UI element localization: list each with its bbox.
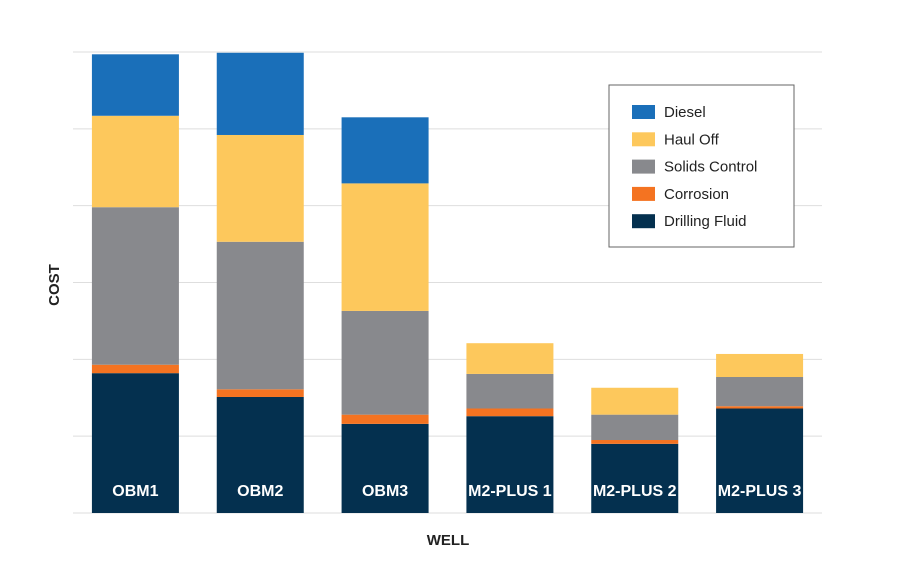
legend-label: Solids Control <box>664 159 757 176</box>
bar-segment <box>591 414 679 441</box>
bar-segment <box>716 408 804 513</box>
bar-segment <box>216 396 304 513</box>
legend-label: Diesel <box>664 104 706 121</box>
bar-segment <box>216 241 304 390</box>
bar-segment <box>466 373 554 409</box>
bar-segment <box>591 440 679 444</box>
bar-segment <box>466 416 554 513</box>
legend-label: Corrosion <box>664 186 729 203</box>
bar-segment <box>91 364 179 374</box>
category-label: OBM2 <box>237 483 283 500</box>
legend-swatch <box>632 159 655 174</box>
legend-swatch <box>632 186 655 201</box>
bar-segment <box>341 310 429 415</box>
gridlines <box>73 51 822 514</box>
category-label: M2-PLUS 2 <box>593 483 677 500</box>
bar-segment <box>91 54 179 116</box>
category-label: OBM3 <box>362 483 408 500</box>
bar-segment <box>216 389 304 397</box>
bar-segment <box>341 117 429 184</box>
bar-segment <box>716 377 804 407</box>
legend-label: Haul Off <box>664 131 720 148</box>
bar-segment <box>591 443 679 513</box>
category-label: M2-PLUS 3 <box>718 483 802 500</box>
bar-segment <box>91 373 179 513</box>
bar-segment <box>216 134 304 242</box>
bar-segment <box>341 423 429 513</box>
legend: Diesel Haul Off Solids Control Corrosion Dri… <box>608 84 795 248</box>
bar-segment <box>716 353 804 378</box>
category-label: M2-PLUS 1 <box>468 483 552 500</box>
legend-swatch <box>632 105 655 119</box>
bar-segment <box>341 183 429 311</box>
bar-segment <box>91 115 179 208</box>
bar-segment <box>591 387 679 415</box>
legend-swatch <box>632 132 655 147</box>
bar-segment <box>466 343 554 374</box>
bar-segment <box>216 52 304 135</box>
y-axis-title: COST <box>46 264 63 306</box>
bar-segment <box>341 414 429 424</box>
bar-segment <box>91 207 179 365</box>
category-labels: OBM1 OBM2 OBM3 M2-PLUS 1 M2-PLUS 2 M2-PLUS 3 <box>112 483 801 500</box>
legend-label: Drilling Fluid <box>664 213 747 230</box>
category-label: OBM1 <box>112 483 158 500</box>
x-axis-title: WELL <box>427 532 470 549</box>
legend-swatch <box>632 214 655 229</box>
bars <box>91 52 804 513</box>
bar-segment <box>716 406 804 409</box>
bar-segment <box>466 408 554 417</box>
